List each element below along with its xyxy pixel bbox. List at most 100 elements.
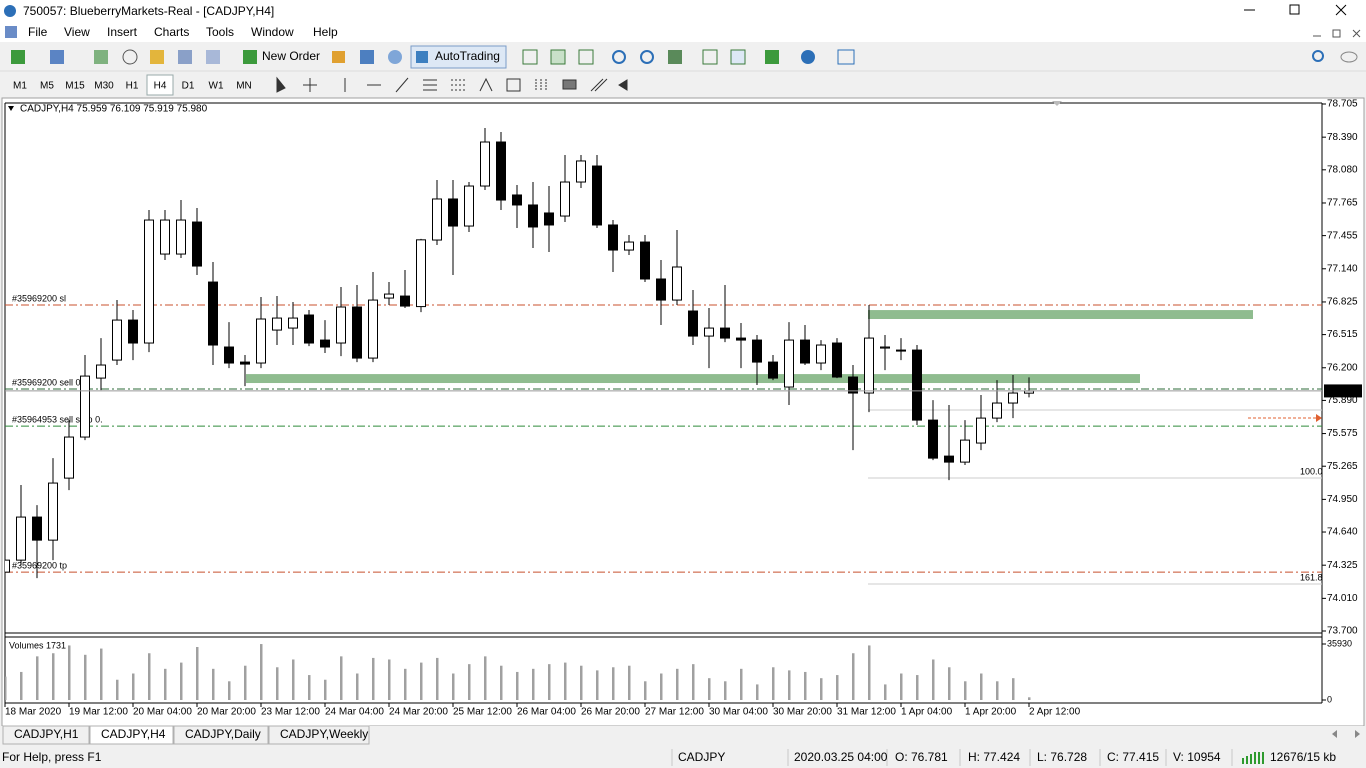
menu-bar (0, 22, 1366, 42)
tab[interactable] (268, 725, 370, 745)
icon[interactable] (122, 49, 138, 65)
icon[interactable] (550, 49, 566, 65)
timeframe-button[interactable]: M15 (65, 81, 85, 92)
timeframe-button[interactable]: H4 (154, 81, 167, 92)
volume-bar (772, 667, 775, 700)
label-tool[interactable] (506, 78, 521, 92)
candle-body (48, 482, 58, 541)
fibo-time-tool[interactable] (535, 79, 547, 91)
shape-tool[interactable] (562, 79, 577, 90)
tab-label[interactable]: CADJPY,H1 (14, 727, 79, 741)
drawing-tools (276, 76, 628, 93)
y-tick-label: 76.515 (1327, 329, 1358, 340)
menu-item[interactable]: Tools (206, 25, 234, 39)
menu-item[interactable]: File (28, 25, 48, 39)
icon[interactable] (178, 50, 192, 64)
timeframe-button[interactable]: M5 (40, 81, 54, 92)
timeframe-button[interactable]: W1 (209, 81, 224, 92)
x-tick-label: 18 Mar 2020 (5, 707, 62, 718)
icon[interactable] (360, 50, 374, 64)
tab[interactable] (173, 725, 269, 745)
candle-body (400, 295, 410, 307)
text-tool[interactable] (479, 77, 493, 92)
y-tick-label: 77.765 (1327, 198, 1358, 209)
app-icon (4, 5, 16, 17)
icon[interactable] (50, 50, 64, 64)
timeframe-button[interactable]: M30 (94, 81, 114, 92)
timeframe-button[interactable]: D1 (182, 81, 195, 92)
icon[interactable] (206, 50, 220, 64)
candle-body (544, 212, 554, 226)
menu-item[interactable]: Charts (154, 25, 189, 39)
restore-button[interactable] (1289, 4, 1300, 15)
trendline-tool[interactable] (395, 77, 409, 93)
icon[interactable] (332, 51, 345, 63)
y-tick-label: 73.700 (1327, 626, 1358, 637)
search-icon[interactable] (1312, 50, 1324, 62)
volume-bar (964, 681, 967, 700)
candle-body (976, 417, 986, 444)
icon[interactable] (578, 49, 594, 65)
icon[interactable] (150, 50, 164, 64)
candle-body (576, 160, 586, 183)
menu-item[interactable]: Insert (107, 25, 138, 39)
status-text: H: 77.424 (968, 750, 1020, 764)
candle-body (688, 310, 698, 337)
volume-bar (596, 670, 599, 700)
toolbar-button-label[interactable]: New Order (262, 49, 320, 63)
icon[interactable] (801, 50, 815, 64)
x-tick-label: 20 Mar 20:00 (197, 707, 256, 718)
arrow-tool[interactable] (618, 79, 628, 91)
icon[interactable] (612, 50, 626, 64)
cursor-tool[interactable] (276, 76, 286, 93)
fibo-label: 100.0 (1300, 466, 1323, 476)
icon[interactable] (730, 49, 746, 65)
menu-item[interactable]: Help (313, 25, 338, 39)
volume-bar (372, 657, 375, 700)
candle-body (592, 165, 602, 226)
timeframe-button[interactable]: H1 (126, 81, 139, 92)
chat-icon[interactable] (1340, 51, 1358, 63)
x-tick-label: 24 Mar 20:00 (389, 707, 448, 718)
autotrading-button[interactable] (410, 45, 507, 69)
tab-label[interactable]: CADJPY,Weekly (280, 727, 368, 741)
x-tick-label: 30 Mar 20:00 (773, 707, 832, 718)
candle-body (1008, 392, 1018, 404)
channel-tool[interactable] (423, 79, 437, 91)
icon[interactable] (668, 50, 682, 64)
timeframe-button[interactable]: MN (236, 81, 252, 92)
tab[interactable] (89, 725, 174, 745)
toolbar-button-label[interactable]: AutoTrading (435, 49, 500, 63)
menu-item[interactable]: View (64, 25, 90, 39)
crosshair-tool[interactable] (303, 78, 317, 92)
tab[interactable] (2, 725, 90, 745)
y-tick-label: 0 (1327, 694, 1332, 704)
volume-bar (420, 662, 423, 700)
channel2-tool[interactable] (590, 78, 608, 92)
candle-body (848, 376, 858, 394)
menu-item[interactable]: Window (251, 25, 294, 39)
icon[interactable] (837, 49, 855, 65)
icon[interactable] (388, 50, 402, 64)
icon[interactable] (522, 49, 538, 65)
symbol-collapse[interactable] (8, 106, 14, 111)
window-controls (1244, 4, 1347, 16)
timeframe-button[interactable]: M1 (13, 81, 27, 92)
icon[interactable] (243, 50, 257, 64)
icon[interactable] (702, 49, 718, 65)
doc-icon (5, 26, 17, 38)
volume-bar (804, 671, 807, 700)
tab-label[interactable]: CADJPY,H4 (101, 727, 166, 741)
tab-label[interactable]: CADJPY,Daily (185, 727, 261, 741)
x-tick-label: 31 Mar 12:00 (837, 707, 896, 718)
icon[interactable] (94, 50, 108, 64)
close-button[interactable] (1335, 4, 1347, 16)
volume-bar (20, 671, 23, 700)
candle-body (640, 241, 650, 280)
volume-bar (132, 673, 135, 700)
icon[interactable] (640, 50, 654, 64)
icon[interactable] (11, 50, 25, 64)
candle-body (704, 327, 714, 337)
candle-body (96, 364, 106, 379)
icon[interactable] (765, 50, 779, 64)
